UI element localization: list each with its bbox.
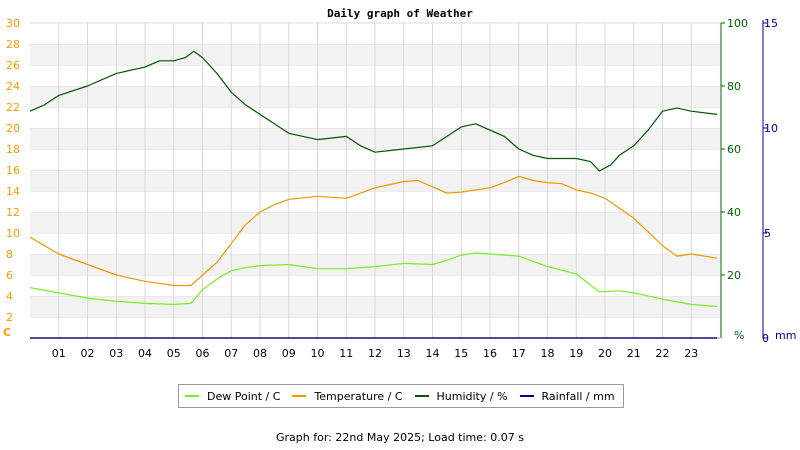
rain-tick-label: 15 — [764, 17, 778, 30]
x-tick-label: 03 — [109, 347, 123, 360]
left-tick-label: 20 — [6, 122, 20, 135]
footer-date-label: Graph for: — [276, 431, 332, 444]
x-axis: 01 02 03 04 05 06 07 08 09 10 11 12 13 14 15 16 17 18 19 20… — [30, 337, 720, 360]
x-tick-label: 09 — [282, 347, 296, 360]
left-tick-label: 6 — [6, 269, 13, 282]
left-tick-label: 24 — [6, 80, 20, 93]
x-tick-label: 14 — [426, 347, 440, 360]
humidity-tick-label: 80 — [727, 80, 741, 93]
left-tick-label: 16 — [6, 164, 20, 177]
x-tick-label: 06 — [196, 347, 210, 360]
x-tick-label: 22 — [656, 347, 670, 360]
left-tick-label: 30 — [6, 17, 20, 30]
left-tick-label: 2 — [6, 311, 13, 324]
right-axes: 20 40 60 80 100% 0 5 10 15 mm — [720, 17, 796, 345]
left-tick-label: 18 — [6, 143, 20, 156]
x-tick-label: 10 — [311, 347, 325, 360]
x-tick-label: 02 — [81, 347, 95, 360]
humidity-tick-label: 60 — [727, 143, 741, 156]
rain-tick-label: 10 — [764, 122, 778, 135]
legend-swatch-rainfall — [519, 395, 534, 397]
legend-label-rainfall: Rainfall / mm — [541, 389, 615, 403]
left-tick-label: 4 — [6, 290, 13, 303]
legend-swatch-humidity — [414, 395, 429, 397]
footer: Graph for: 22nd May 2025; Load time: 0.0… — [276, 431, 524, 444]
x-tick-label: 04 — [138, 347, 152, 360]
x-tick-label: 17 — [512, 347, 526, 360]
x-tick-label: 11 — [339, 347, 353, 360]
left-tick-label: 8 — [6, 248, 13, 261]
x-tick-label: 05 — [167, 347, 181, 360]
legend-label-dew-point: Dew Point / C — [207, 389, 281, 403]
humidity-tick-label: 20 — [727, 269, 741, 282]
legend-item-rainfall: Rainfall / mm — [519, 389, 615, 403]
left-tick-label: 28 — [6, 38, 20, 51]
x-tick-label: 20 — [598, 347, 612, 360]
left-tick-label: 26 — [6, 59, 20, 72]
chart-title: Daily graph of Weather — [327, 7, 473, 20]
x-tick-label: 13 — [397, 347, 411, 360]
legend-swatch-temperature — [292, 395, 307, 397]
footer-load-label: Load time: — [428, 431, 487, 444]
left-tick-label: 14 — [6, 185, 20, 198]
left-axis-unit: C — [3, 326, 11, 339]
x-tick-label: 21 — [627, 347, 641, 360]
rain-axis-unit: mm — [775, 329, 796, 342]
humidity-tick-label: 100 — [727, 17, 748, 30]
x-tick-label: 07 — [224, 347, 238, 360]
rain-tick-label: 0 — [762, 332, 769, 345]
left-tick-label: 10 — [6, 227, 20, 240]
x-tick-label: 18 — [541, 347, 555, 360]
x-tick-label: 16 — [483, 347, 497, 360]
footer-load-time: 0.07 s — [490, 431, 524, 444]
x-tick-label: 08 — [253, 347, 267, 360]
x-tick-label: 19 — [569, 347, 583, 360]
x-tick-label: 23 — [684, 347, 698, 360]
series-line-dew-point — [29, 252, 718, 308]
humidity-tick-label: 40 — [727, 206, 741, 219]
legend-label-temperature: Temperature / C — [314, 389, 403, 403]
footer-date: 22nd May 2025 — [335, 431, 422, 444]
legend-item-dew-point: Dew Point / C — [185, 390, 280, 403]
legend: Dew Point / C Temperature / C Humidity /… — [178, 384, 624, 408]
x-tick-label: 01 — [52, 347, 66, 360]
humidity-axis-unit: % — [734, 329, 744, 342]
legend-swatch-dew-point — [185, 395, 199, 397]
series-line-humidity — [29, 50, 718, 172]
x-tick-label: 12 — [368, 347, 382, 360]
legend-item-humidity: Humidity / % — [414, 389, 508, 403]
left-tick-label: 22 — [6, 101, 20, 114]
series-line-temperature — [29, 175, 718, 287]
legend-item-temperature: Temperature / C — [292, 389, 403, 403]
legend-label-humidity: Humidity / % — [436, 389, 508, 403]
left-tick-label: 12 — [6, 206, 20, 219]
x-tick-label: 15 — [454, 347, 468, 360]
rain-tick-label: 5 — [764, 227, 771, 240]
